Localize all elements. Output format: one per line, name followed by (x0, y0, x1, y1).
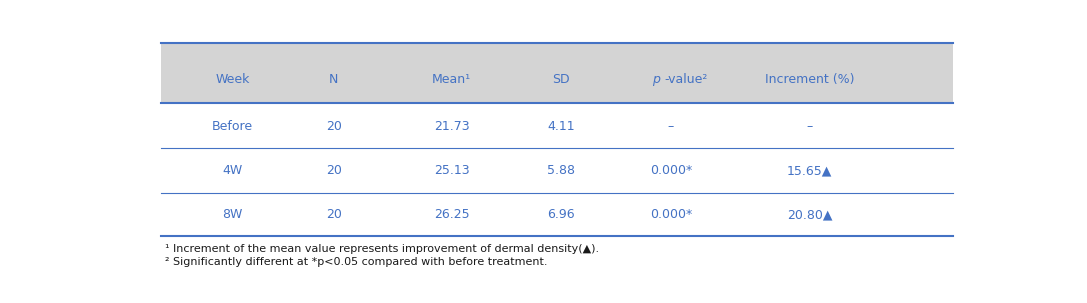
Text: SD: SD (552, 73, 570, 86)
Text: Mean¹: Mean¹ (433, 73, 472, 86)
Text: 20.80▲: 20.80▲ (787, 208, 833, 221)
Text: 20: 20 (326, 164, 341, 177)
Text: Week: Week (215, 73, 250, 86)
Text: 4.11: 4.11 (548, 120, 575, 133)
Text: 15.65▲: 15.65▲ (787, 164, 833, 177)
Text: 6.96: 6.96 (548, 208, 575, 221)
Text: 25.13: 25.13 (434, 164, 470, 177)
Text: 8W: 8W (223, 208, 242, 221)
FancyBboxPatch shape (161, 43, 953, 103)
Text: 0.000*: 0.000* (650, 164, 692, 177)
Text: 21.73: 21.73 (434, 120, 470, 133)
Text: Before: Before (212, 120, 253, 133)
Text: –: – (667, 120, 674, 133)
Text: -value²: -value² (664, 73, 708, 86)
Text: 20: 20 (326, 120, 341, 133)
Text: Increment (%): Increment (%) (765, 73, 854, 86)
Text: 26.25: 26.25 (434, 208, 470, 221)
Text: p: p (652, 73, 660, 86)
Text: ² Significantly different at *p<0.05 compared with before treatment.: ² Significantly different at *p<0.05 com… (165, 257, 548, 267)
Text: 4W: 4W (223, 164, 242, 177)
Text: 0.000*: 0.000* (650, 208, 692, 221)
Text: 5.88: 5.88 (547, 164, 575, 177)
Text: 20: 20 (326, 208, 341, 221)
Text: ¹ Increment of the mean value represents improvement of dermal density(▲).: ¹ Increment of the mean value represents… (165, 244, 600, 254)
Text: N: N (329, 73, 338, 86)
Text: –: – (807, 120, 813, 133)
